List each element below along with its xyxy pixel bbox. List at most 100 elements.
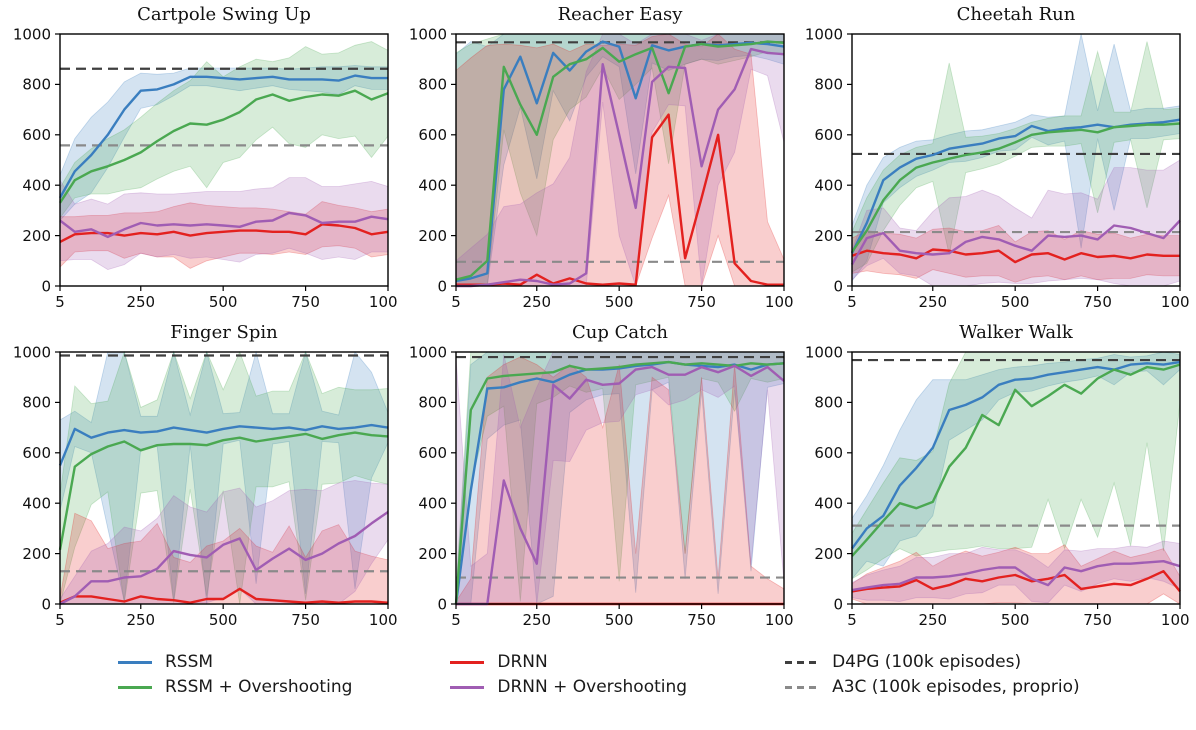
chart-reacher-easy: Reacher Easy 0 200 400 600 800 1000 5 250 500 750… bbox=[400, 2, 796, 320]
svg-text:250: 250 bbox=[126, 611, 155, 629]
svg-text:750: 750 bbox=[687, 293, 716, 311]
chart-canvas-cup-catch: 0 200 400 600 800 1000 5 250 500 750 1000 bbox=[409, 344, 794, 629]
svg-text:200: 200 bbox=[418, 545, 447, 563]
legend-label: RSSM bbox=[165, 652, 214, 672]
svg-text:400: 400 bbox=[814, 494, 843, 512]
svg-text:600: 600 bbox=[814, 126, 843, 144]
chart-grid: Cartpole Swing Up 0 200 400 600 800 1000 5 250 5… bbox=[4, 2, 1192, 638]
svg-text:500: 500 bbox=[605, 293, 634, 311]
chart-canvas-cartpole-swing-up: 0 200 400 600 800 1000 5 250 500 750 1000 bbox=[13, 26, 398, 311]
chart-canvas-cheetah-run: 0 200 400 600 800 1000 5 250 500 750 1000 bbox=[805, 26, 1190, 311]
svg-text:1000: 1000 bbox=[369, 611, 398, 629]
chart-canvas-finger-spin: 0 200 400 600 800 1000 5 250 500 750 1000 bbox=[13, 344, 398, 629]
chart-cheetah-run: Cheetah Run 0 200 400 600 800 1000 5 250 500 750 1… bbox=[796, 2, 1192, 320]
svg-text:800: 800 bbox=[418, 394, 447, 412]
svg-text:800: 800 bbox=[22, 394, 51, 412]
svg-text:250: 250 bbox=[918, 611, 947, 629]
drnn-line-swatch bbox=[450, 660, 485, 664]
svg-text:0: 0 bbox=[833, 595, 843, 613]
svg-text:250: 250 bbox=[918, 293, 947, 311]
svg-text:5: 5 bbox=[451, 611, 461, 629]
drnn-overshooting-line-swatch bbox=[450, 685, 485, 689]
legend-label: A3C (100k episodes, proprio) bbox=[832, 677, 1080, 697]
legend-item-d4pg: D4PG (100k episodes) bbox=[785, 652, 1080, 672]
svg-text:500: 500 bbox=[209, 611, 238, 629]
svg-text:1000: 1000 bbox=[13, 344, 51, 361]
svg-text:1000: 1000 bbox=[1161, 611, 1190, 629]
svg-text:400: 400 bbox=[22, 176, 51, 194]
chart-title: Cartpole Swing Up bbox=[137, 4, 311, 25]
svg-text:500: 500 bbox=[1001, 293, 1030, 311]
svg-text:0: 0 bbox=[833, 277, 843, 295]
legend-label: DRNN + Overshooting bbox=[497, 677, 688, 697]
svg-text:800: 800 bbox=[418, 76, 447, 94]
rssm-overshooting-line-swatch bbox=[118, 685, 152, 689]
svg-text:200: 200 bbox=[22, 227, 51, 245]
svg-text:0: 0 bbox=[41, 595, 51, 613]
svg-text:200: 200 bbox=[814, 545, 843, 563]
svg-text:200: 200 bbox=[814, 227, 843, 245]
svg-text:400: 400 bbox=[418, 494, 447, 512]
legend-label: DRNN bbox=[497, 652, 548, 672]
svg-text:500: 500 bbox=[1001, 611, 1030, 629]
svg-text:600: 600 bbox=[418, 126, 447, 144]
legend-item-drnn: DRNN bbox=[450, 652, 687, 672]
svg-text:800: 800 bbox=[814, 394, 843, 412]
legend-label: RSSM + Overshooting bbox=[165, 677, 353, 697]
svg-text:600: 600 bbox=[814, 444, 843, 462]
d4pg-dashed-line-swatch bbox=[785, 660, 820, 664]
svg-text:1000: 1000 bbox=[409, 344, 447, 361]
svg-text:750: 750 bbox=[291, 611, 320, 629]
chart-cup-catch: Cup Catch 0 200 400 600 800 1000 5 250 500 750 100… bbox=[400, 320, 796, 638]
svg-text:1000: 1000 bbox=[1161, 293, 1190, 311]
svg-text:5: 5 bbox=[451, 293, 461, 311]
svg-text:400: 400 bbox=[22, 494, 51, 512]
svg-text:1000: 1000 bbox=[805, 26, 843, 43]
chart-canvas-reacher-easy: 0 200 400 600 800 1000 5 250 500 750 1000 bbox=[409, 26, 794, 311]
svg-text:1000: 1000 bbox=[765, 293, 794, 311]
svg-text:500: 500 bbox=[209, 293, 238, 311]
svg-text:200: 200 bbox=[418, 227, 447, 245]
svg-text:1000: 1000 bbox=[13, 26, 51, 43]
svg-text:5: 5 bbox=[847, 293, 857, 311]
legend-column-baselines: D4PG (100k episodes) A3C (100k episodes,… bbox=[785, 652, 1080, 697]
svg-text:400: 400 bbox=[814, 176, 843, 194]
svg-text:1000: 1000 bbox=[805, 344, 843, 361]
a3c-dashed-line-swatch bbox=[785, 685, 820, 689]
legend-column-drnn: DRNN DRNN + Overshooting bbox=[450, 652, 687, 697]
chart-finger-spin: Finger Spin 0 200 400 600 800 1000 5 250 500 750 1… bbox=[4, 320, 400, 638]
svg-text:5: 5 bbox=[847, 611, 857, 629]
svg-text:600: 600 bbox=[22, 126, 51, 144]
chart-title: Cheetah Run bbox=[956, 4, 1076, 25]
legend-item-a3c: A3C (100k episodes, proprio) bbox=[785, 677, 1080, 697]
chart-title: Finger Spin bbox=[170, 322, 278, 343]
svg-text:250: 250 bbox=[522, 293, 551, 311]
svg-text:800: 800 bbox=[22, 76, 51, 94]
svg-text:0: 0 bbox=[437, 595, 447, 613]
svg-text:750: 750 bbox=[687, 611, 716, 629]
svg-text:250: 250 bbox=[126, 293, 155, 311]
svg-text:200: 200 bbox=[22, 545, 51, 563]
legend-label: D4PG (100k episodes) bbox=[832, 652, 1022, 672]
svg-text:0: 0 bbox=[41, 277, 51, 295]
chart-title: Reacher Easy bbox=[557, 4, 683, 25]
svg-text:5: 5 bbox=[55, 611, 65, 629]
chart-title: Cup Catch bbox=[571, 322, 669, 343]
chart-walker-walk: Walker Walk 0 200 400 600 800 1000 5 250 500 750 1… bbox=[796, 320, 1192, 638]
chart-canvas-walker-walk: 0 200 400 600 800 1000 5 250 500 750 1000 bbox=[805, 344, 1190, 629]
legend-column-rssm: RSSM RSSM + Overshooting bbox=[118, 652, 352, 697]
svg-text:1000: 1000 bbox=[369, 293, 398, 311]
svg-text:0: 0 bbox=[437, 277, 447, 295]
legend-item-drnn-overshooting: DRNN + Overshooting bbox=[450, 677, 687, 697]
svg-text:1000: 1000 bbox=[765, 611, 794, 629]
svg-text:500: 500 bbox=[605, 611, 634, 629]
svg-text:750: 750 bbox=[1083, 293, 1112, 311]
svg-text:800: 800 bbox=[814, 76, 843, 94]
svg-text:1000: 1000 bbox=[409, 26, 447, 43]
svg-text:250: 250 bbox=[522, 611, 551, 629]
legend: RSSM RSSM + Overshooting DRNN DRNN + Ove… bbox=[0, 638, 1196, 697]
legend-item-rssm-overshooting: RSSM + Overshooting bbox=[118, 677, 352, 697]
svg-text:5: 5 bbox=[55, 293, 65, 311]
svg-text:750: 750 bbox=[291, 293, 320, 311]
